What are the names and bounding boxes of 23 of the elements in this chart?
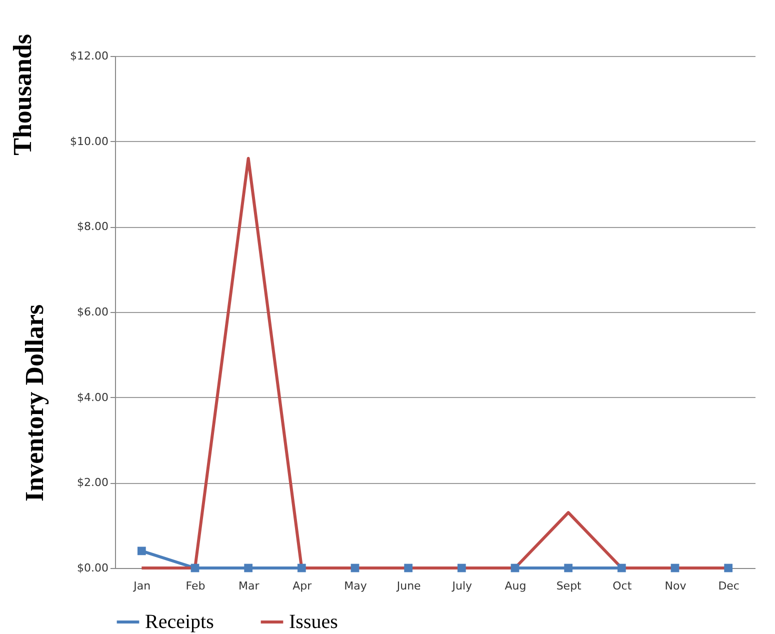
x-tick-label: Dec: [718, 580, 740, 592]
y-tick-label: $2.00: [77, 476, 108, 490]
x-tick-label: Apr: [292, 580, 312, 592]
x-tick-label: Nov: [664, 580, 687, 592]
y-tick-label: $10.00: [70, 134, 108, 148]
y-tick-label: $8.00: [77, 220, 108, 234]
x-tick-label: Aug: [504, 580, 526, 592]
x-tick-label: May: [344, 580, 368, 592]
x-tick-label: July: [451, 580, 473, 592]
x-tick-label: Jan: [132, 580, 151, 592]
y-axis-title: Inventory Dollars: [20, 304, 50, 502]
x-tick-label: Mar: [238, 580, 260, 592]
y-tick-label: $12.00: [70, 50, 108, 62]
x-tick-label: Feb: [186, 580, 206, 592]
y-tick-label: $4.00: [77, 390, 108, 404]
text: Thousands: [8, 34, 37, 156]
x-tick-label: Sept: [556, 580, 582, 592]
legend-label: Issues: [289, 611, 338, 633]
y-tick-label: $6.00: [77, 306, 108, 318]
x-tick-label: June: [396, 580, 422, 592]
y-tick-label: $0.00: [77, 562, 108, 574]
x-tick-label: Oct: [612, 580, 632, 592]
legend-label: Receipts: [145, 611, 214, 633]
